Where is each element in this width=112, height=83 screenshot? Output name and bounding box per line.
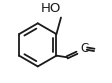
Text: C: C (81, 42, 89, 55)
Text: HO: HO (40, 2, 61, 15)
